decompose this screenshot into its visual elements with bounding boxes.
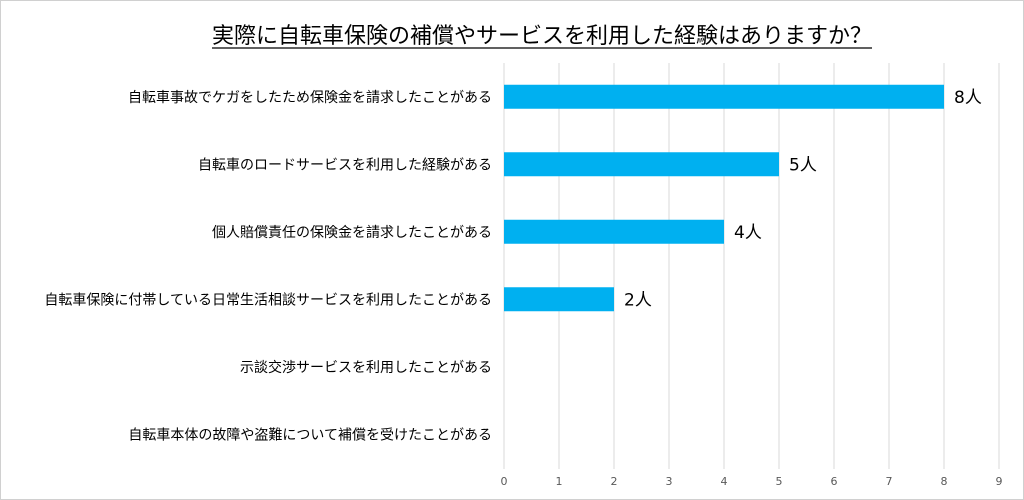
data-labels: 8人 5人 4人 2人: [624, 88, 982, 311]
x-axis-ticks: 0 1 2 3 4 5 6 7 8 9: [501, 475, 1003, 488]
x-tick-label: 1: [556, 475, 563, 488]
x-tick-label: 8: [941, 475, 948, 488]
category-label-1: 自転車事故でケガをしたため保険金を請求したことがある: [128, 89, 492, 106]
category-label-3: 個人賠償責任の保険金を請求したことがある: [212, 225, 492, 241]
bar-3: [504, 219, 724, 244]
category-label-2: 自転車のロードサービスを利用した経験がある: [198, 156, 492, 173]
bars: [504, 84, 944, 312]
bar-2: [504, 152, 779, 177]
x-tick-label: 9: [996, 475, 1003, 488]
data-label-1: 8人: [954, 88, 982, 108]
category-label-6: 自転車本体の故障や盗難について補償を受けたことがある: [128, 426, 492, 443]
grid-lines: [503, 63, 1000, 469]
x-tick-label: 3: [666, 475, 673, 488]
x-tick-label: 0: [501, 475, 508, 488]
chart-title: 実際に自転車保険の補償やサービスを利用した経験はありますか？: [212, 24, 872, 49]
data-label-4: 2人: [624, 290, 652, 310]
category-label-5: 示談交渉サービスを利用したことがある: [240, 359, 492, 376]
bar-4: [504, 287, 614, 312]
category-label-4: 自転車保険に付帯している日常生活相談サービスを利用したことがある: [44, 291, 492, 308]
x-tick-label: 6: [831, 475, 838, 488]
data-label-3: 4人: [734, 223, 762, 243]
x-tick-label: 2: [611, 475, 618, 488]
x-tick-label: 4: [721, 475, 728, 488]
category-labels: 自転車事故でケガをしたため保険金を請求したことがある自転車のロードサービスを利用…: [44, 89, 492, 444]
x-tick-label: 5: [776, 475, 783, 488]
x-tick-label: 7: [886, 475, 893, 488]
bar-1: [504, 84, 944, 109]
data-label-2: 5人: [789, 155, 817, 175]
